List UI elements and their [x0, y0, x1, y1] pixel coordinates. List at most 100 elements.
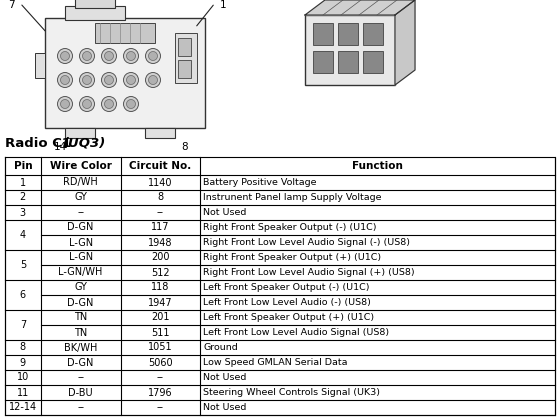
Text: --: -- — [157, 402, 164, 412]
Circle shape — [148, 52, 157, 60]
Bar — [178, 60, 191, 78]
Text: Right Front Low Level Audio Signal (-) (US8): Right Front Low Level Audio Signal (-) (… — [203, 238, 410, 247]
Polygon shape — [395, 0, 415, 85]
Text: Instrunent Panel lamp Supply Voltage: Instrunent Panel lamp Supply Voltage — [203, 193, 382, 202]
Text: Low Speed GMLAN Serial Data: Low Speed GMLAN Serial Data — [203, 358, 348, 367]
Text: 4: 4 — [20, 230, 26, 240]
Circle shape — [148, 76, 157, 84]
Circle shape — [80, 48, 95, 63]
Text: D-GN: D-GN — [67, 357, 94, 368]
Text: Right Front Speaker Output (-) (U1C): Right Front Speaker Output (-) (U1C) — [203, 223, 377, 232]
Circle shape — [127, 100, 136, 108]
Circle shape — [105, 52, 114, 60]
Bar — [45, 18, 205, 128]
Text: Function: Function — [352, 161, 403, 171]
Text: 6: 6 — [20, 290, 26, 300]
Bar — [95, 23, 155, 43]
Text: Left Front Speaker Output (+) (U1C): Left Front Speaker Output (+) (U1C) — [203, 313, 375, 322]
Text: 8: 8 — [181, 142, 188, 152]
Bar — [313, 51, 333, 73]
Bar — [313, 23, 333, 45]
Bar — [363, 51, 383, 73]
Text: GY: GY — [74, 283, 87, 292]
Circle shape — [124, 48, 138, 63]
Text: 5060: 5060 — [148, 357, 172, 368]
Bar — [75, 0, 115, 8]
Bar — [338, 51, 358, 73]
Text: 1140: 1140 — [148, 178, 172, 187]
Text: 118: 118 — [151, 283, 170, 292]
Polygon shape — [305, 0, 415, 15]
Text: Not Used: Not Used — [203, 373, 246, 382]
Text: 201: 201 — [151, 312, 170, 323]
Text: 1947: 1947 — [148, 297, 172, 307]
Text: Not Used: Not Used — [203, 208, 246, 217]
Text: Wire Color: Wire Color — [50, 161, 111, 171]
Text: Pin: Pin — [13, 161, 32, 171]
Text: L-GN: L-GN — [68, 237, 93, 247]
Text: 1051: 1051 — [148, 342, 172, 352]
Circle shape — [58, 73, 72, 87]
Text: 511: 511 — [151, 328, 170, 338]
Bar — [65, 128, 95, 138]
Text: --: -- — [157, 373, 164, 383]
Text: Battery Positive Voltage: Battery Positive Voltage — [203, 178, 317, 187]
Circle shape — [80, 97, 95, 111]
Circle shape — [127, 76, 136, 84]
Text: Left Front Low Level Audio Signal (US8): Left Front Low Level Audio Signal (US8) — [203, 328, 389, 337]
Bar — [363, 23, 383, 45]
Text: Right Front Speaker Output (+) (U1C): Right Front Speaker Output (+) (U1C) — [203, 253, 381, 262]
Text: 1: 1 — [220, 0, 227, 10]
Circle shape — [127, 52, 136, 60]
Bar — [338, 23, 358, 45]
Circle shape — [60, 100, 69, 108]
Text: (UQ3): (UQ3) — [63, 137, 106, 150]
Text: 200: 200 — [151, 252, 170, 262]
Bar — [305, 15, 395, 85]
Circle shape — [105, 100, 114, 108]
Text: 7: 7 — [20, 320, 26, 330]
Circle shape — [60, 76, 69, 84]
Text: 14: 14 — [53, 142, 67, 152]
Text: D-GN: D-GN — [67, 297, 94, 307]
Text: Circuit No.: Circuit No. — [129, 161, 192, 171]
Text: --: -- — [77, 373, 84, 383]
Circle shape — [105, 76, 114, 84]
Text: Radio C1: Radio C1 — [5, 137, 76, 150]
Text: 9: 9 — [20, 357, 26, 368]
Circle shape — [58, 48, 72, 63]
Circle shape — [101, 73, 116, 87]
Text: Left Front Speaker Output (-) (U1C): Left Front Speaker Output (-) (U1C) — [203, 283, 370, 292]
Text: Right Front Low Level Audio Signal (+) (US8): Right Front Low Level Audio Signal (+) (… — [203, 268, 415, 277]
Text: 117: 117 — [151, 223, 170, 233]
Circle shape — [101, 97, 116, 111]
Text: 1: 1 — [20, 178, 26, 187]
Text: --: -- — [77, 207, 84, 218]
Circle shape — [124, 73, 138, 87]
Text: Steering Wheel Controls Signal (UK3): Steering Wheel Controls Signal (UK3) — [203, 388, 380, 397]
Text: RD/WH: RD/WH — [63, 178, 98, 187]
Bar — [175, 33, 197, 83]
Circle shape — [146, 48, 161, 63]
Text: Left Front Low Level Audio (-) (US8): Left Front Low Level Audio (-) (US8) — [203, 298, 371, 307]
Circle shape — [82, 100, 91, 108]
Text: GY: GY — [74, 192, 87, 202]
Circle shape — [82, 52, 91, 60]
Text: 5: 5 — [20, 260, 26, 270]
Text: 12-14: 12-14 — [9, 402, 37, 412]
Circle shape — [80, 73, 95, 87]
Text: Not Used: Not Used — [203, 403, 246, 412]
Text: BK/WH: BK/WH — [64, 342, 97, 352]
Text: L-GN: L-GN — [68, 252, 93, 262]
Text: D-GN: D-GN — [67, 223, 94, 233]
Bar — [65, 6, 125, 20]
Text: TN: TN — [74, 328, 87, 338]
Text: 10: 10 — [17, 373, 29, 383]
Text: --: -- — [157, 207, 164, 218]
Circle shape — [146, 73, 161, 87]
Bar — [145, 128, 175, 138]
Text: D-BU: D-BU — [68, 388, 93, 397]
Text: 11: 11 — [17, 388, 29, 397]
Circle shape — [58, 97, 72, 111]
Text: 1796: 1796 — [148, 388, 172, 397]
